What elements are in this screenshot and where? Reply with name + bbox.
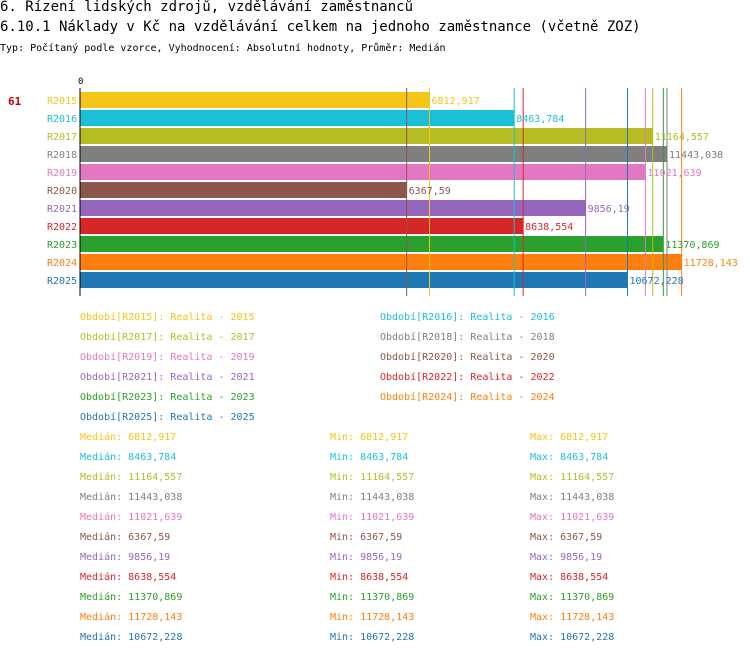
stat-min: Min: 11164,557 — [330, 472, 415, 483]
bar — [80, 272, 628, 288]
stat-max: Max: 6367,59 — [530, 532, 603, 543]
legend-entry: Období[R2016]: Realita - 2016 — [380, 312, 555, 323]
stat-median: Medián: 6812,917 — [80, 432, 177, 443]
legend-entry: Období[R2025]: Realita - 2025 — [80, 412, 255, 423]
bar — [80, 128, 653, 144]
stat-median: Medián: 10672,228 — [80, 632, 183, 643]
stat-median: Medián: 11728,143 — [80, 612, 183, 623]
stat-max: Max: 10672,228 — [530, 632, 615, 643]
category-label: R2018 — [47, 150, 77, 161]
bar — [80, 164, 646, 180]
category-label: R2019 — [47, 168, 77, 179]
bar — [80, 92, 430, 108]
stat-max: Max: 8638,554 — [530, 572, 609, 583]
stat-median: Medián: 9856,19 — [80, 552, 171, 563]
axis-zero-label: 0 — [78, 77, 83, 87]
data-label: 10672,228 — [629, 276, 683, 287]
bar — [80, 200, 586, 216]
stat-median: Medián: 8463,784 — [80, 452, 177, 463]
bar — [80, 146, 668, 162]
stat-min: Min: 11021,639 — [330, 512, 415, 523]
stat-max: Max: 8463,784 — [530, 452, 609, 463]
stat-min: Min: 8638,554 — [330, 572, 409, 583]
stat-min: Min: 9856,19 — [330, 552, 403, 563]
bar — [80, 110, 515, 126]
legend-entry: Období[R2018]: Realita - 2018 — [380, 332, 555, 343]
data-label: 6367,59 — [409, 186, 451, 197]
stat-min: Min: 6367,59 — [330, 532, 403, 543]
category-label: R2022 — [47, 222, 77, 233]
bar — [80, 236, 664, 252]
stat-median: Medián: 11370,869 — [80, 592, 183, 603]
bar-chart: 0 61 R2015 6812,917 R2016 8463,784 R2017 11164,… — [8, 77, 738, 296]
stat-min: Min: 6812,917 — [330, 432, 409, 443]
bar — [80, 182, 407, 198]
data-label: 11728,143 — [684, 258, 738, 269]
data-label: 11443,038 — [669, 150, 723, 161]
data-label: 6812,917 — [432, 96, 480, 107]
stat-max: Max: 11443,038 — [530, 492, 615, 503]
stat-median: Medián: 11021,639 — [80, 512, 183, 523]
row-indicator: 61 — [8, 95, 22, 108]
category-label: R2016 — [47, 114, 77, 125]
stat-max: Max: 11021,639 — [530, 512, 615, 523]
bar — [80, 254, 682, 270]
data-label: 11021,639 — [647, 168, 701, 179]
stat-min: Min: 11370,869 — [330, 592, 415, 603]
chart-title: 6.10.1 Náklady v Kč na vzdělávání celkem… — [0, 19, 641, 35]
category-label: R2023 — [47, 240, 77, 251]
category-label: R2024 — [47, 258, 77, 269]
legend-entry: Období[R2023]: Realita - 2023 — [80, 392, 255, 403]
legend-entry: Období[R2017]: Realita - 2017 — [80, 332, 255, 343]
stat-max: Max: 6812,917 — [530, 432, 609, 443]
stat-median: Medián: 11443,038 — [80, 492, 183, 503]
data-label: 8638,554 — [525, 222, 573, 233]
stat-max: Max: 11370,869 — [530, 592, 615, 603]
legend-entry: Období[R2019]: Realita - 2019 — [80, 352, 255, 363]
legend-entry: Období[R2024]: Realita - 2024 — [380, 392, 555, 403]
stat-median: Medián: 6367,59 — [80, 532, 171, 543]
category-label: R2015 — [47, 96, 77, 107]
category-label: R2025 — [47, 276, 77, 287]
legend-entry: Období[R2020]: Realita - 2020 — [380, 352, 555, 363]
legend-entry: Období[R2022]: Realita - 2022 — [380, 372, 555, 383]
category-label: R2017 — [47, 132, 77, 143]
data-label: 11370,869 — [665, 240, 719, 251]
stat-min: Min: 10672,228 — [330, 632, 415, 643]
stat-median: Medián: 8638,554 — [80, 572, 177, 583]
category-label: R2021 — [47, 204, 77, 215]
data-label: 11164,557 — [655, 132, 709, 143]
legend-entry: Období[R2021]: Realita - 2021 — [80, 372, 255, 383]
stat-max: Max: 9856,19 — [530, 552, 603, 563]
bar — [80, 218, 524, 234]
stat-max: Max: 11728,143 — [530, 612, 615, 623]
stat-min: Min: 8463,784 — [330, 452, 409, 463]
category-label: R2020 — [47, 186, 77, 197]
data-label: 8463,784 — [516, 114, 564, 125]
section-title: 6. Řízení lidských zdrojů, vzdělávání za… — [0, 0, 414, 15]
data-label: 9856,19 — [588, 204, 630, 215]
stat-median: Medián: 11164,557 — [80, 472, 183, 483]
stat-min: Min: 11443,038 — [330, 492, 415, 503]
legend-entry: Období[R2015]: Realita - 2015 — [80, 312, 255, 323]
stat-min: Min: 11728,143 — [330, 612, 415, 623]
stat-max: Max: 11164,557 — [530, 472, 615, 483]
chart-subtitle: Typ: Počítaný podle vzorce, Vyhodnocení:… — [0, 43, 446, 54]
